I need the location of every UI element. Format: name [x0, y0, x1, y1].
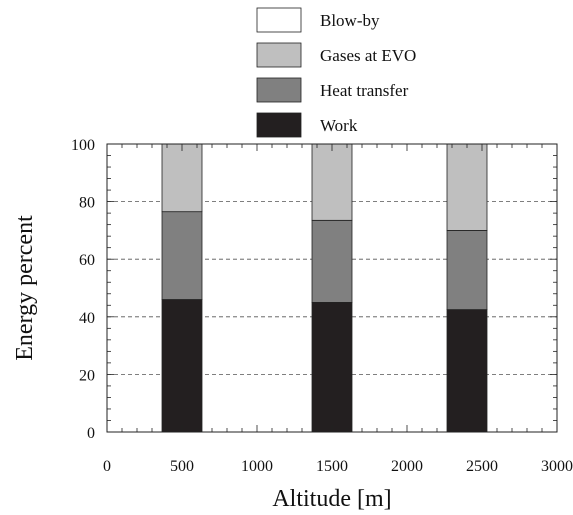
- y-tick-label: 20: [79, 367, 95, 384]
- bar-segment-gases-at-evo: [446, 143, 488, 231]
- y-tick-label: 100: [71, 137, 95, 154]
- y-tick-label: 0: [87, 425, 95, 442]
- axis-ticks: [106, 143, 558, 433]
- legend-label: Heat transfer: [320, 81, 409, 100]
- bar-segment-work: [161, 299, 203, 433]
- bar-segment-work: [446, 309, 488, 433]
- x-tick-label: 500: [170, 458, 194, 475]
- x-tick-label: 2000: [391, 458, 423, 475]
- legend: Blow-by Gases at EVO Heat transfer Work: [256, 7, 416, 138]
- y-tick-label: 40: [79, 310, 95, 327]
- legend-label: Blow-by: [320, 11, 380, 30]
- x-tick-label: 1500: [316, 458, 348, 475]
- legend-swatch: [256, 112, 302, 138]
- x-tick-label: 1000: [241, 458, 273, 475]
- legend-label: Gases at EVO: [320, 46, 416, 65]
- x-tick-label: 3000: [541, 458, 573, 475]
- y-axis-title: Energy percent: [12, 215, 38, 361]
- y-tick-label: 80: [79, 195, 95, 212]
- legend-swatch: [256, 77, 302, 103]
- legend-swatch: [256, 7, 302, 33]
- bar-segment-heat-transfer: [161, 211, 203, 300]
- x-tick-label: 2500: [466, 458, 498, 475]
- x-tick-label: 0: [103, 458, 111, 475]
- legend-swatch: [256, 42, 302, 68]
- bar-segment-gases-at-evo: [161, 143, 203, 213]
- x-axis-title: Altitude [m]: [272, 486, 391, 512]
- legend-label: Work: [320, 116, 358, 135]
- bar-segment-work: [311, 301, 353, 433]
- bar-segment-gases-at-evo: [311, 143, 353, 221]
- y-tick-label: 60: [79, 252, 95, 269]
- bar-segment-heat-transfer: [311, 219, 353, 303]
- tick-labels: 0 500 1000 1500 2000 2500 3000 0 20 40 60 80 100: [71, 137, 573, 475]
- bar-segment-heat-transfer: [446, 229, 488, 310]
- bars: [161, 143, 488, 433]
